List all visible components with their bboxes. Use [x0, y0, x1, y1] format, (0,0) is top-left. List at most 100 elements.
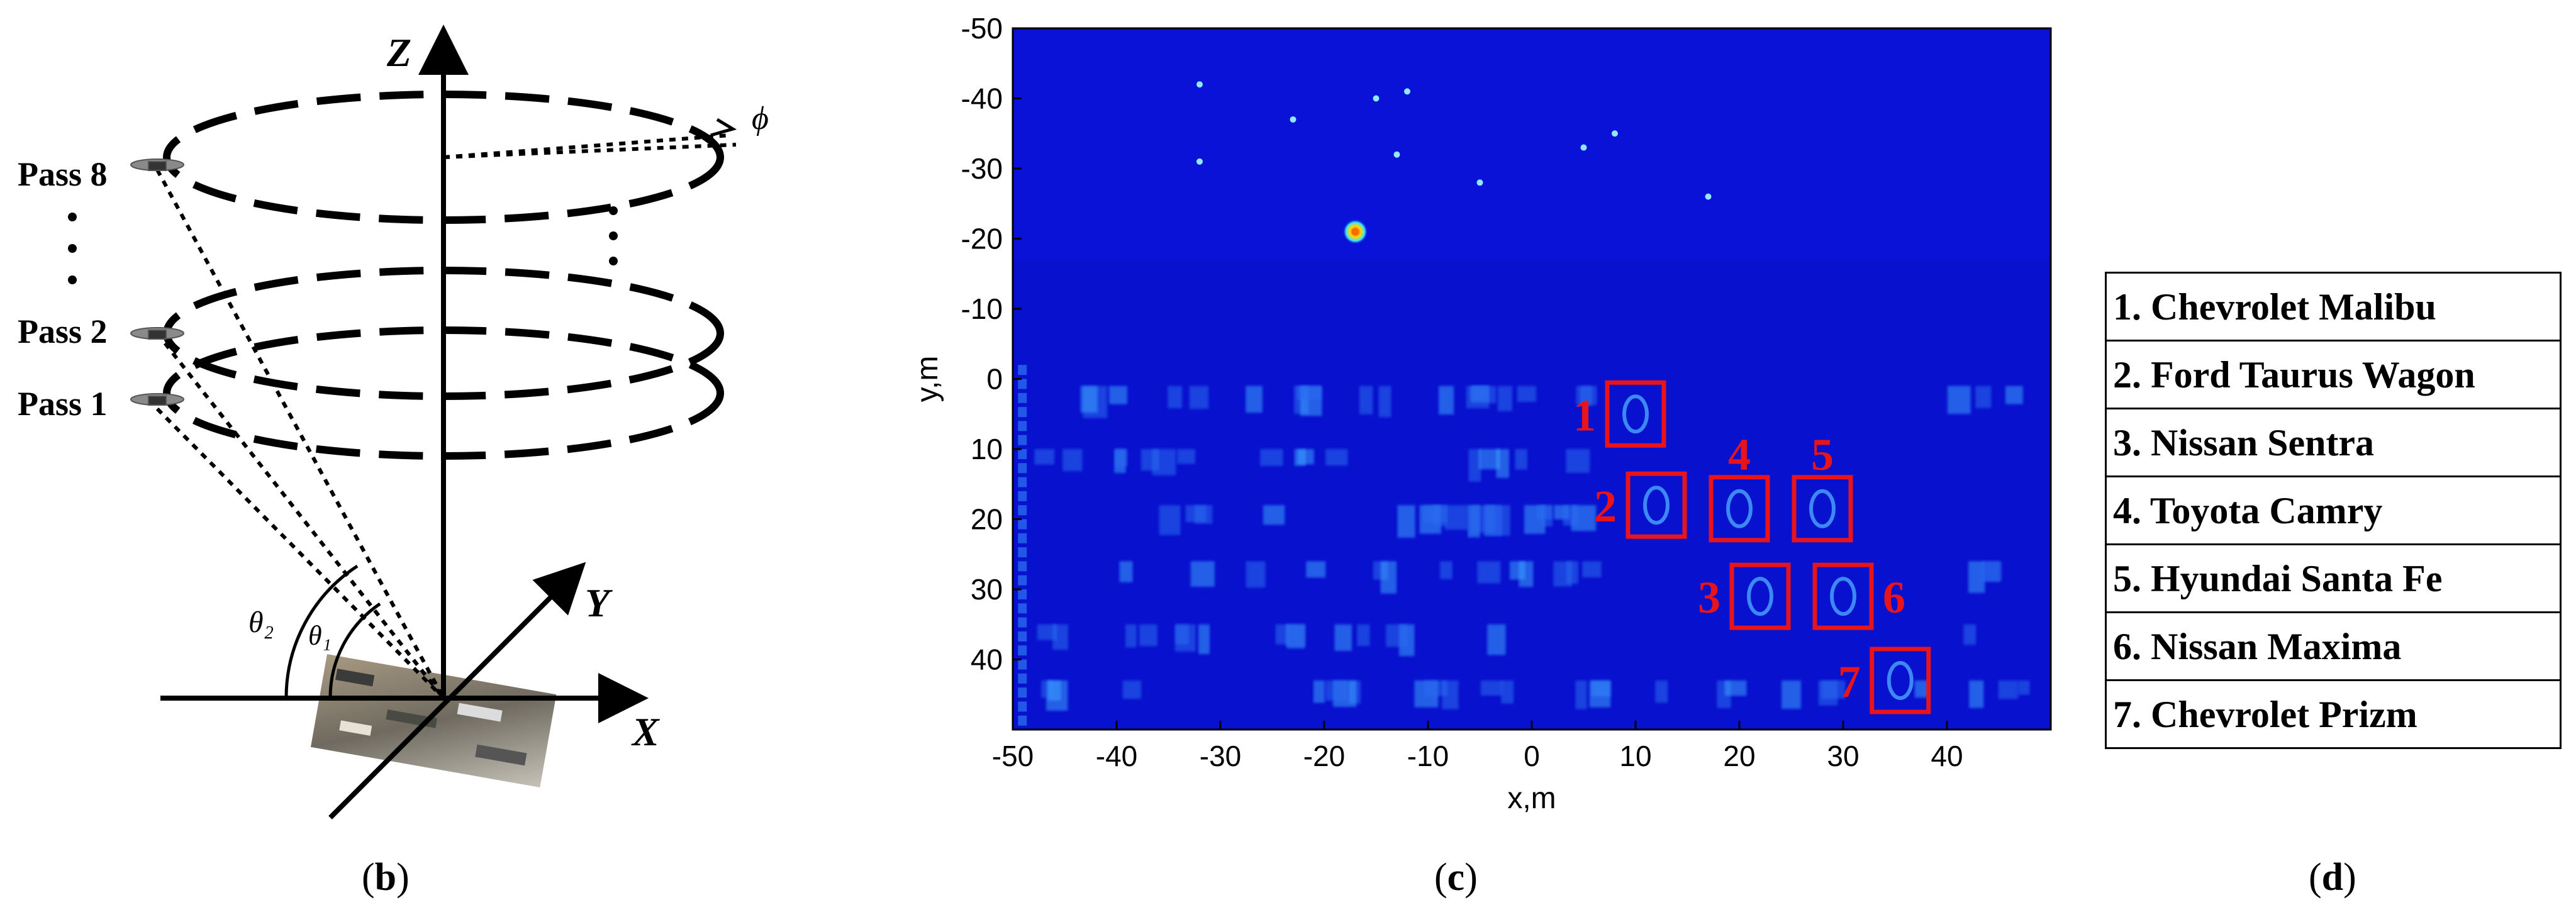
target-box-4	[1709, 475, 1770, 543]
aircraft-icons	[130, 158, 184, 406]
clutter-speckle	[1018, 407, 1027, 418]
clutter-speckle	[1781, 680, 1801, 709]
clutter-speckle	[1047, 680, 1061, 701]
y-tick-label: -50	[961, 12, 1003, 45]
clutter-speckle	[1018, 673, 1027, 684]
clutter-speckle	[1018, 631, 1027, 642]
clutter-speckle	[1487, 624, 1506, 655]
clutter-speckle	[1018, 449, 1027, 459]
target-box-7	[1870, 647, 1931, 714]
clutter-speckle	[1177, 449, 1196, 464]
clutter-speckle	[1509, 561, 1525, 580]
clutter-speckle	[1052, 624, 1068, 650]
y-tick-label: -30	[961, 152, 1003, 185]
vehicle-signature	[1622, 394, 1649, 434]
theta1-label: θ₁	[308, 620, 332, 651]
table-row: 2. Ford Taurus Wagon	[2105, 340, 2562, 409]
sar-lower-region	[1013, 259, 2051, 730]
clutter-speckle	[1168, 386, 1183, 409]
clutter-speckle	[1018, 505, 1027, 516]
clutter-speckle	[1975, 386, 1992, 408]
vehicle-2-cell: 2. Ford Taurus Wagon	[2105, 340, 2562, 409]
panel-b-geometry: Z X Y ϕ θ₂ θ₁ Pass 8 Pass 2 Pass 1 (b)	[0, 0, 837, 917]
vehicle-signature	[1643, 486, 1670, 525]
vehicle-signature	[1887, 660, 1914, 700]
target-box-2	[1625, 471, 1687, 539]
clutter-speckle	[1998, 680, 2019, 699]
geometry-diagram: Z X Y ϕ θ₂ θ₁ Pass 8 Pass 2 Pass 1	[18, 25, 769, 820]
clutter-speckle	[1334, 624, 1352, 651]
y-tick-label: 10	[971, 433, 1003, 465]
clutter-speckle	[1115, 449, 1128, 467]
clutter-speckle	[1566, 561, 1579, 584]
clutter-speckle	[1018, 547, 1027, 558]
vehicle-7-cell: 7. Chevrolet Prizm	[2105, 679, 2562, 749]
sar-chart: -50 -40 -30 -20 -10 0 10 20 30 40 -50-40-30-20-10…	[911, 12, 2052, 815]
y-tick-label: 30	[971, 573, 1003, 606]
clutter-speckle	[1018, 715, 1027, 726]
panel-d-vehicle-legend: 1. Chevrolet Malibu 2. Ford Taurus Wagon…	[2105, 272, 2562, 749]
clutter-speckle	[1517, 386, 1537, 403]
clutter-speckle	[1125, 624, 1137, 648]
clutter-speckle	[1018, 519, 1027, 530]
clutter-speckle	[1018, 392, 1027, 403]
clutter-speckle	[1194, 505, 1213, 524]
y-tick-label: 20	[971, 503, 1003, 536]
x-tick-label: 30	[1827, 740, 1859, 772]
clutter-speckle	[1357, 624, 1370, 647]
ground-photo-thumbnail	[310, 654, 557, 787]
pass-2-label: Pass 2	[18, 313, 108, 350]
vehicle-signature	[1726, 489, 1753, 528]
bright-scatterer	[1476, 179, 1483, 186]
clutter-speckle	[1018, 589, 1027, 599]
clutter-speckle	[1969, 680, 1984, 708]
clutter-speckle	[1582, 561, 1602, 578]
caption-c: (c)	[1434, 856, 1478, 899]
clutter-speckle	[1260, 449, 1283, 467]
clutter-speckle	[1018, 421, 1027, 431]
axis-z-label: Z	[386, 30, 411, 75]
clutter-speckle	[1263, 505, 1285, 525]
phi-label: ϕ	[752, 101, 769, 136]
clutter-speckle	[1139, 624, 1157, 647]
vehicle-5-cell: 5. Hyundai Santa Fe	[2105, 543, 2562, 613]
clutter-speckle	[1575, 680, 1587, 709]
clutter-speckle	[1397, 505, 1415, 538]
vehicle-4-cell: 4. Toyota Camry	[2105, 475, 2562, 545]
x-tick-label: 0	[1524, 740, 1540, 772]
bright-scatterer	[1290, 116, 1296, 123]
clutter-speckle	[1034, 449, 1055, 465]
x-axis-ticks: -50 -40 -30 -20 -10 0 10 20 30 40	[992, 721, 1963, 772]
clutter-speckle	[1359, 386, 1373, 414]
target-label-3: 3	[1698, 572, 1720, 623]
clutter-speckle	[1313, 680, 1325, 703]
y-tick-label: 40	[971, 643, 1003, 676]
aircraft-pass-2-icon	[130, 327, 184, 340]
elevation-arcs	[284, 564, 381, 699]
clutter-speckle	[1580, 386, 1592, 406]
clutter-speckle	[1655, 680, 1668, 703]
clutter-speckle	[1018, 365, 1027, 375]
bright-scatterer	[1373, 95, 1380, 102]
hot-spot-core	[1351, 228, 1359, 236]
clutter-speckle	[1198, 624, 1210, 654]
clutter-speckle	[1018, 477, 1027, 487]
clutter-speckle	[1914, 680, 1929, 698]
x-tick-label: 40	[1931, 740, 1963, 772]
clutter-speckle	[1424, 680, 1447, 696]
clutter-speckle	[1378, 386, 1391, 418]
x-tick-label: -30	[1200, 740, 1241, 772]
clutter-speckle	[1466, 386, 1490, 409]
clutter-speckle	[1325, 680, 1348, 701]
table-row: 7. Chevrolet Prizm	[2105, 679, 2562, 749]
caption-d: (d)	[2309, 856, 2356, 899]
clutter-speckle	[2018, 680, 2030, 695]
x-tick-label: -50	[992, 740, 1034, 772]
clutter-speckle	[1018, 687, 1027, 698]
clutter-speckle	[1062, 449, 1083, 472]
target-annotations: 1 2 3 4 5 67	[1573, 380, 1931, 714]
x-tick-label: 10	[1619, 740, 1651, 772]
clutter-speckle	[1480, 680, 1503, 696]
x-tick-label: 20	[1723, 740, 1755, 772]
target-box-1	[1605, 380, 1666, 448]
